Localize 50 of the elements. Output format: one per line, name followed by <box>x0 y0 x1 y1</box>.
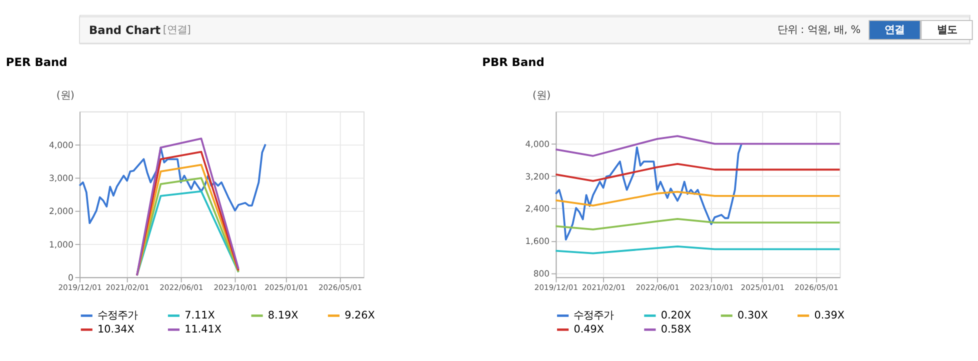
line-series <box>554 190 841 207</box>
x-tick-label: 2022/06/01 <box>160 282 204 292</box>
line-series <box>554 163 841 182</box>
x-tick-label: 2025/01/01 <box>740 282 785 292</box>
y-tick-label: 0 <box>68 273 74 284</box>
legend-label: 9.26X <box>344 310 375 322</box>
y-tick-label: 2,000 <box>48 207 74 218</box>
x-tick-label: 2026/05/01 <box>794 282 838 292</box>
chart-title: PER Band <box>6 54 68 69</box>
y-tick-label: 4,000 <box>48 140 74 151</box>
line-series <box>554 218 841 230</box>
legend-label: 0.49X <box>574 324 604 336</box>
legend-label: 7.11X <box>184 310 215 322</box>
chart-title: PBR Band <box>482 54 544 69</box>
y-tick-label: 3,200 <box>525 172 550 182</box>
y-axis-title: (원) <box>56 90 74 102</box>
y-tick-label: 3,000 <box>48 174 74 184</box>
legend-label: 10.34X <box>98 324 134 336</box>
text: 연결 <box>884 24 905 36</box>
legend-label: 0.20X <box>660 310 692 322</box>
x-tick-label: 2021/02/01 <box>106 282 150 292</box>
line-series <box>78 143 266 224</box>
x-tick-label: 2019/12/01 <box>534 282 578 292</box>
text: Band Chart <box>88 22 162 37</box>
text: 단위 : 억원, 배, % <box>777 24 861 36</box>
legend-label: 0.39X <box>814 310 845 322</box>
x-tick-label: 2021/02/01 <box>582 282 626 292</box>
line-series <box>554 135 841 157</box>
x-tick-label: 2019/12/01 <box>58 282 102 292</box>
legend-label: 11.41X <box>184 324 222 336</box>
y-axis-title: (원) <box>532 90 551 102</box>
y-tick-label: 4,000 <box>525 140 550 150</box>
x-tick-label: 2022/06/01 <box>636 282 680 292</box>
x-tick-label: 2026/05/01 <box>318 282 362 292</box>
legend-label: 8.19X <box>268 310 298 322</box>
x-tick-label: 2023/10/01 <box>214 282 258 292</box>
y-tick-label: 2,400 <box>525 204 550 215</box>
y-tick-label: 1,600 <box>525 237 550 248</box>
x-tick-label: 2025/01/01 <box>264 282 308 292</box>
line-series <box>554 142 743 240</box>
y-tick-label: 800 <box>533 269 550 280</box>
x-tick-label: 2023/10/01 <box>690 282 734 292</box>
legend-label: 수정주가 <box>98 310 138 322</box>
legend-label: 0.58X <box>660 324 692 336</box>
text: 별도 <box>936 24 957 36</box>
legend-label: 0.30X <box>738 310 768 322</box>
y-tick-label: 1,000 <box>48 240 74 250</box>
legend-label: 수정주가 <box>574 310 614 322</box>
line-series <box>554 245 841 254</box>
text: [연결] <box>162 24 191 36</box>
